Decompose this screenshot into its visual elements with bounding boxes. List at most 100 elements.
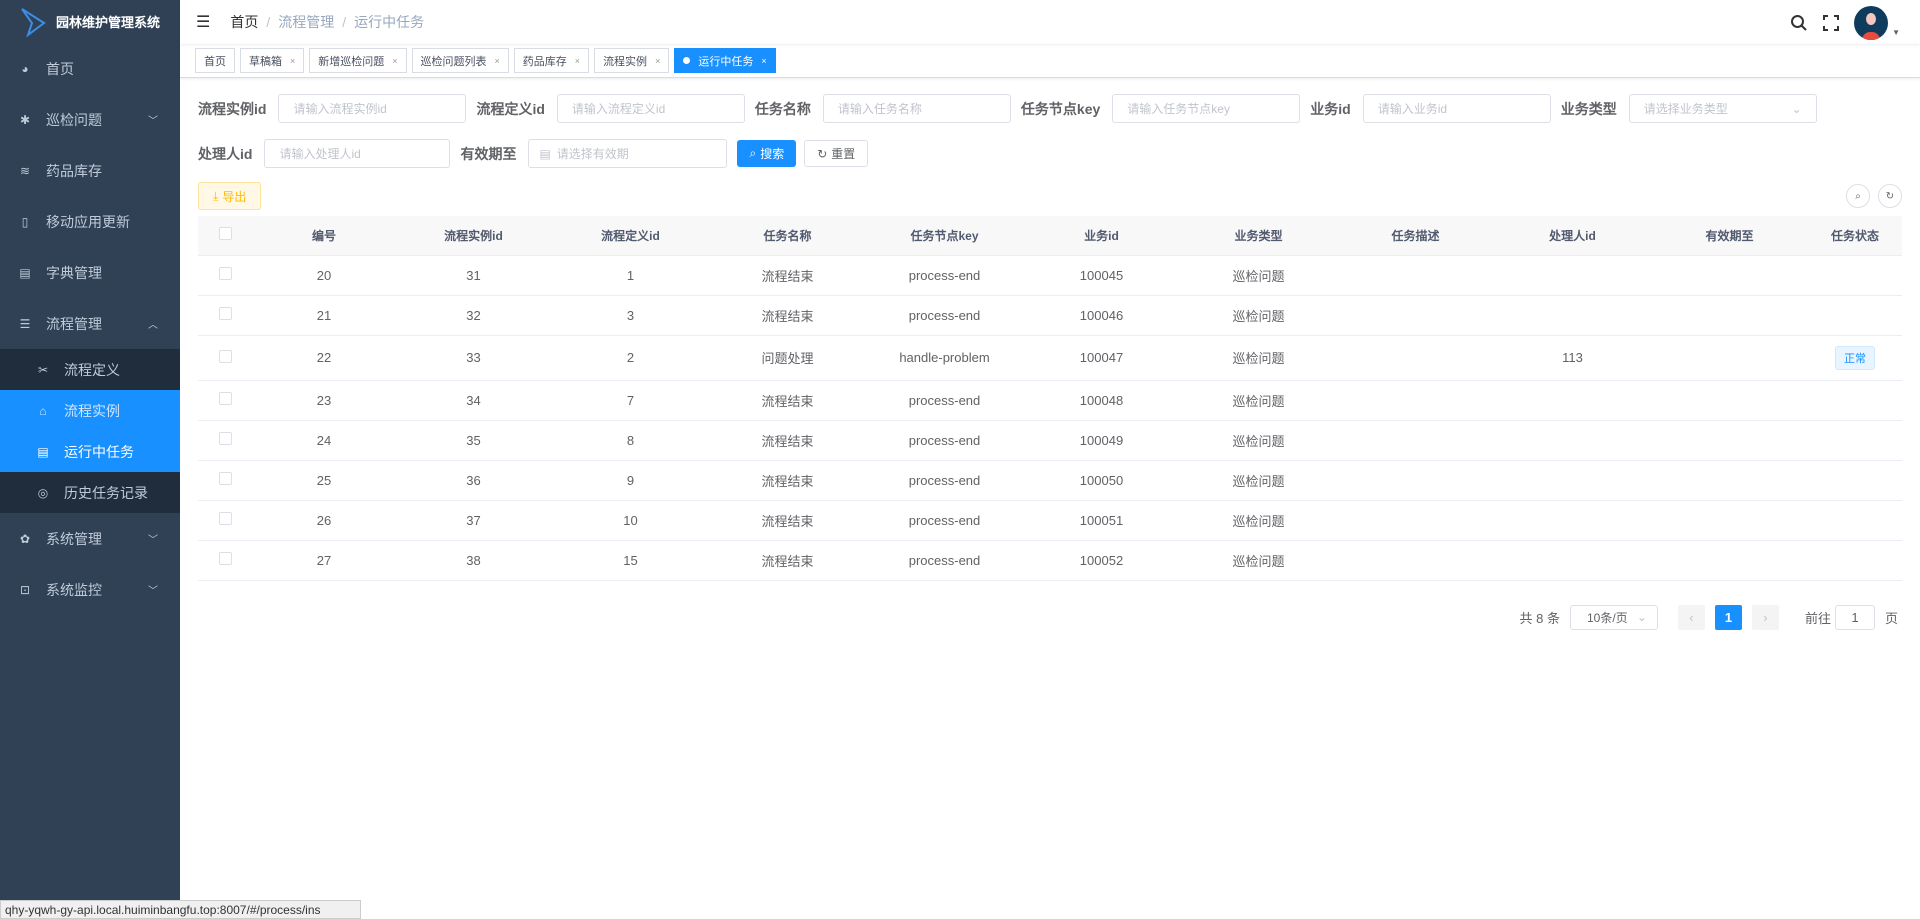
- table-cell: 10: [552, 500, 709, 541]
- table-cell: [1494, 295, 1651, 336]
- search-icon[interactable]: [1790, 14, 1808, 32]
- tag-0[interactable]: 首页: [195, 48, 235, 73]
- row-select[interactable]: [198, 540, 253, 581]
- next-page-button[interactable]: ›: [1751, 604, 1779, 630]
- checkbox[interactable]: [219, 267, 232, 280]
- table-cell: handle-problem: [866, 335, 1023, 381]
- checkbox[interactable]: [219, 307, 232, 320]
- goto-page-input[interactable]: 1: [1834, 604, 1875, 630]
- avatar[interactable]: [1854, 6, 1889, 40]
- table-cell: 100046: [1023, 295, 1180, 336]
- sidebar-subitem-1[interactable]: ⌂ 流程实例: [0, 390, 180, 431]
- row-select[interactable]: [198, 380, 253, 421]
- sidebar-subitem-2[interactable]: ▤ 运行中任务: [0, 431, 180, 472]
- table-cell: 9: [552, 460, 709, 501]
- table-cell: 33: [395, 335, 552, 381]
- sidebar-item-sidebar.items.4[interactable]: ▤ 字典管理: [0, 247, 180, 298]
- tasks-table: 编号 流程实例id 流程定义id 任务名称 任务节点key 业务id 业务类型 任务描述 处理人…: [198, 216, 1902, 581]
- prev-page-button[interactable]: ‹: [1677, 604, 1705, 630]
- select-all[interactable]: [198, 216, 253, 256]
- caret-down-icon[interactable]: ▼: [1892, 27, 1900, 37]
- table-cell: [1808, 255, 1902, 296]
- table-cell: 31: [395, 255, 552, 296]
- logo[interactable]: 园林维护管理系统: [0, 0, 180, 43]
- biz-type-select[interactable]: 请选择业务类型 ⌄: [1628, 94, 1817, 123]
- sidebar: 园林维护管理系统 ◕ 首页 ✱ 巡检问题 ﹀ ≋ 药品库存 ▯ 移动应用更新 ▤ 字典管理 ☰ 流程管理…: [0, 0, 180, 919]
- close-icon[interactable]: ×: [655, 55, 661, 66]
- chevron-down-icon: ﹀: [148, 116, 158, 127]
- sidebar-item-sidebar.bottom.1[interactable]: ⊡ 系统监控 ﹀: [0, 564, 180, 615]
- task-key-input[interactable]: 请输入任务节点key: [1112, 94, 1301, 123]
- tag-5[interactable]: 流程实例 ×: [594, 48, 670, 73]
- assignee-input[interactable]: 请输入处理人id: [264, 139, 451, 168]
- sidebar-item-sidebar.items.3[interactable]: ▯ 移动应用更新: [0, 196, 180, 247]
- sidebar-subitem-0[interactable]: ✂ 流程定义: [0, 349, 180, 390]
- breadcrumb-process: 流程管理: [278, 14, 335, 30]
- checkbox[interactable]: [219, 472, 232, 485]
- breadcrumb-home[interactable]: 首页: [230, 14, 259, 30]
- table-cell: [1337, 500, 1494, 541]
- tags-view: 首页 草稿箱 × 新增巡检问题 × 巡检问题列表 × 药品库存 × 流程实例 × 运行中任务 ×: [180, 44, 1920, 78]
- tag-4[interactable]: 药品库存 ×: [513, 48, 590, 73]
- refresh-icon[interactable]: ↻: [1878, 184, 1902, 208]
- sidebar-subitem-3[interactable]: ◎ 历史任务记录: [0, 472, 180, 513]
- submenu-icon: ▤: [37, 444, 49, 459]
- sidebar-item-sidebar.items.2[interactable]: ≋ 药品库存: [0, 145, 180, 196]
- tag-1[interactable]: 草稿箱 ×: [240, 48, 305, 73]
- tag-label: 新增巡检问题: [318, 55, 385, 68]
- sidebar-item-label: 移动应用更新: [46, 213, 130, 230]
- export-button[interactable]: ⤓ 导出: [198, 182, 262, 210]
- checkbox[interactable]: [219, 432, 232, 445]
- checkbox[interactable]: [219, 512, 232, 525]
- table-cell: 巡检问题: [1180, 460, 1337, 501]
- sidebar-item-sidebar.items.5[interactable]: ☰ 流程管理 ︿: [0, 298, 180, 349]
- task-name-input[interactable]: 请输入任务名称: [822, 94, 1011, 123]
- sidebar-item-sidebar.items.1[interactable]: ✱ 巡检问题 ﹀: [0, 94, 180, 145]
- table-cell: 15: [552, 540, 709, 581]
- column-header: 业务类型: [1180, 216, 1337, 256]
- sidebar-item-sidebar.items.0[interactable]: ◕ 首页: [0, 43, 180, 94]
- tag-3[interactable]: 巡检问题列表 ×: [411, 48, 509, 73]
- expire-date-picker[interactable]: ▤ 请选择有效期: [528, 139, 728, 168]
- row-select[interactable]: [198, 420, 253, 461]
- biz-id-input[interactable]: 请输入业务id: [1362, 94, 1551, 123]
- checkbox[interactable]: [219, 227, 232, 241]
- row-select[interactable]: [198, 255, 253, 296]
- dot-icon: [683, 57, 691, 64]
- search-button[interactable]: ⌕ 搜索: [737, 140, 797, 167]
- close-icon[interactable]: ×: [761, 55, 767, 66]
- hamburger-icon[interactable]: ☰: [196, 14, 211, 31]
- row-select[interactable]: [198, 335, 253, 381]
- toggle-search-icon[interactable]: ⌕: [1846, 184, 1870, 208]
- tag-2[interactable]: 新增巡检问题 ×: [309, 48, 407, 73]
- tag-label: 运行中任务: [698, 55, 754, 68]
- fullscreen-icon[interactable]: [1822, 14, 1840, 32]
- proc-inst-input[interactable]: 请输入流程实例id: [278, 94, 467, 123]
- table-row: 23 34 7 流程结束 process-end 100048 巡检问题: [198, 380, 1902, 421]
- table-cell: 3: [552, 295, 709, 336]
- close-icon[interactable]: ×: [392, 55, 398, 66]
- checkbox[interactable]: [219, 552, 232, 565]
- table-cell: 100048: [1023, 380, 1180, 421]
- close-icon[interactable]: ×: [574, 55, 581, 66]
- checkbox[interactable]: [219, 349, 232, 363]
- page-1-button[interactable]: 1: [1714, 604, 1742, 630]
- close-icon[interactable]: ×: [494, 55, 500, 66]
- expire-placeholder: 请选择有效期: [556, 147, 629, 161]
- row-select[interactable]: [198, 295, 253, 336]
- checkbox[interactable]: [219, 392, 232, 405]
- row-select[interactable]: [198, 500, 253, 541]
- reset-button[interactable]: ↻ 重置: [804, 140, 869, 167]
- sidebar-item-label: 系统管理: [46, 530, 102, 547]
- row-select[interactable]: [198, 460, 253, 501]
- close-icon[interactable]: ×: [290, 55, 296, 66]
- tag-6[interactable]: 运行中任务 ×: [674, 48, 776, 73]
- breadcrumb: 首页 / 流程管理 / 运行中任务: [230, 14, 425, 30]
- table-cell: [1494, 460, 1651, 501]
- sidebar-item-sidebar.bottom.0[interactable]: ✿ 系统管理 ﹀: [0, 513, 180, 564]
- tag-label: 药品库存: [522, 55, 567, 68]
- table-cell: [1808, 460, 1902, 501]
- proc-def-input[interactable]: 请输入流程定义id: [556, 94, 745, 123]
- page-size-select[interactable]: 10条/页 ⌄: [1569, 604, 1658, 630]
- column-header: 任务名称: [709, 216, 866, 256]
